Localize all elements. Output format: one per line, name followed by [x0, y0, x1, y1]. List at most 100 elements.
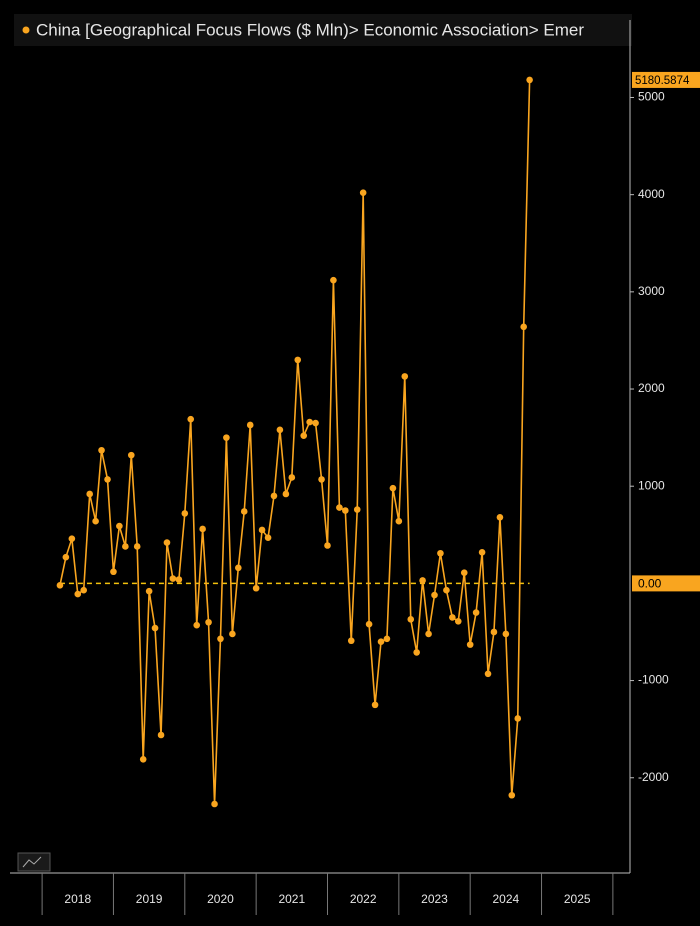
- data-point: [389, 484, 397, 492]
- data-point: [466, 641, 474, 648]
- data-point: [330, 276, 337, 284]
- data-point: [258, 526, 266, 534]
- x-tick-label: 2024: [493, 892, 520, 906]
- data-point: [169, 575, 177, 582]
- legend-box: [14, 14, 632, 46]
- data-point: [460, 569, 468, 577]
- data-point: [217, 635, 224, 643]
- data-point: [62, 553, 70, 561]
- data-point: [110, 568, 117, 576]
- data-point: [276, 426, 284, 434]
- data-point: [413, 649, 420, 656]
- data-point: [252, 584, 260, 592]
- y-tick-label: 1000: [638, 478, 665, 492]
- data-point: [520, 323, 527, 331]
- data-point: [443, 586, 450, 594]
- data-point: [264, 534, 272, 542]
- data-point: [80, 586, 88, 594]
- chart-type-icon[interactable]: [17, 852, 51, 872]
- data-point: [157, 731, 165, 739]
- data-point: [56, 582, 64, 589]
- data-point: [116, 522, 123, 530]
- data-point: [240, 508, 248, 515]
- data-point: [353, 506, 361, 513]
- data-point: [288, 474, 296, 481]
- data-point: [92, 517, 99, 525]
- x-tick-label: 2020: [207, 892, 234, 906]
- data-point: [193, 621, 201, 629]
- data-point: [74, 590, 82, 598]
- data-point: [235, 564, 242, 572]
- data-point: [449, 614, 456, 621]
- last-value-label: 5180.5874: [635, 75, 690, 87]
- data-point: [526, 76, 533, 84]
- data-point: [306, 418, 313, 426]
- y-tick-label: 2000: [638, 381, 665, 395]
- data-point: [151, 624, 159, 632]
- data-point: [294, 356, 302, 364]
- y-tick-label: 3000: [638, 284, 665, 298]
- x-tick-label: 2025: [564, 892, 591, 906]
- chart-title: China [Geographical Focus Flows ($ Mln)>…: [36, 20, 584, 39]
- data-point: [359, 189, 367, 197]
- data-point: [395, 517, 403, 525]
- y-tick-label: 5000: [638, 90, 665, 104]
- data-point: [205, 618, 212, 626]
- data-point: [365, 620, 373, 628]
- data-point: [490, 628, 498, 636]
- data-point: [300, 432, 308, 439]
- reference-label-box: [632, 575, 700, 592]
- data-point: [68, 535, 76, 542]
- data-point: [282, 490, 290, 498]
- icon-line: [22, 856, 42, 868]
- title-clip: [632, 14, 700, 46]
- data-point: [104, 476, 111, 483]
- y-tick-label: 4000: [638, 187, 665, 201]
- data-point: [502, 630, 510, 638]
- data-point: [371, 701, 379, 709]
- y-tick-label: -2000: [638, 770, 669, 784]
- data-point: [98, 446, 105, 454]
- data-point: [431, 591, 438, 599]
- data-point: [163, 539, 171, 546]
- data-point: [419, 577, 426, 584]
- data-point: [246, 421, 254, 429]
- data-point: [199, 525, 206, 533]
- data-point: [223, 434, 230, 441]
- data-point: [127, 451, 135, 459]
- data-point: [508, 791, 516, 799]
- last-value-box: [632, 71, 700, 88]
- data-point: [187, 415, 195, 423]
- reference-label: 0.00: [638, 577, 662, 591]
- x-tick-label: 2019: [136, 892, 163, 906]
- data-point: [383, 635, 391, 643]
- data-point: [377, 638, 385, 646]
- data-point: [318, 476, 325, 483]
- data-point: [472, 609, 480, 616]
- data-point: [211, 800, 218, 808]
- series-line: [59, 79, 531, 805]
- data-point: [133, 543, 141, 550]
- data-point: [229, 630, 236, 638]
- data-point: [324, 542, 331, 549]
- data-point: [145, 587, 153, 595]
- x-tick-label: 2023: [421, 892, 448, 906]
- data-point: [312, 419, 319, 427]
- data-point: [175, 576, 183, 583]
- data-point: [478, 548, 486, 556]
- data-point: [181, 510, 189, 517]
- data-point: [342, 507, 349, 514]
- x-tick-label: 2018: [64, 892, 91, 906]
- data-point: [336, 504, 343, 511]
- x-tick-label: 2022: [350, 892, 377, 906]
- data-point: [347, 637, 355, 645]
- data-point: [425, 630, 432, 638]
- data-point: [86, 490, 93, 498]
- data-point: [514, 715, 522, 722]
- data-point: [270, 492, 278, 500]
- data-point: [122, 543, 129, 550]
- data-point: [139, 755, 147, 763]
